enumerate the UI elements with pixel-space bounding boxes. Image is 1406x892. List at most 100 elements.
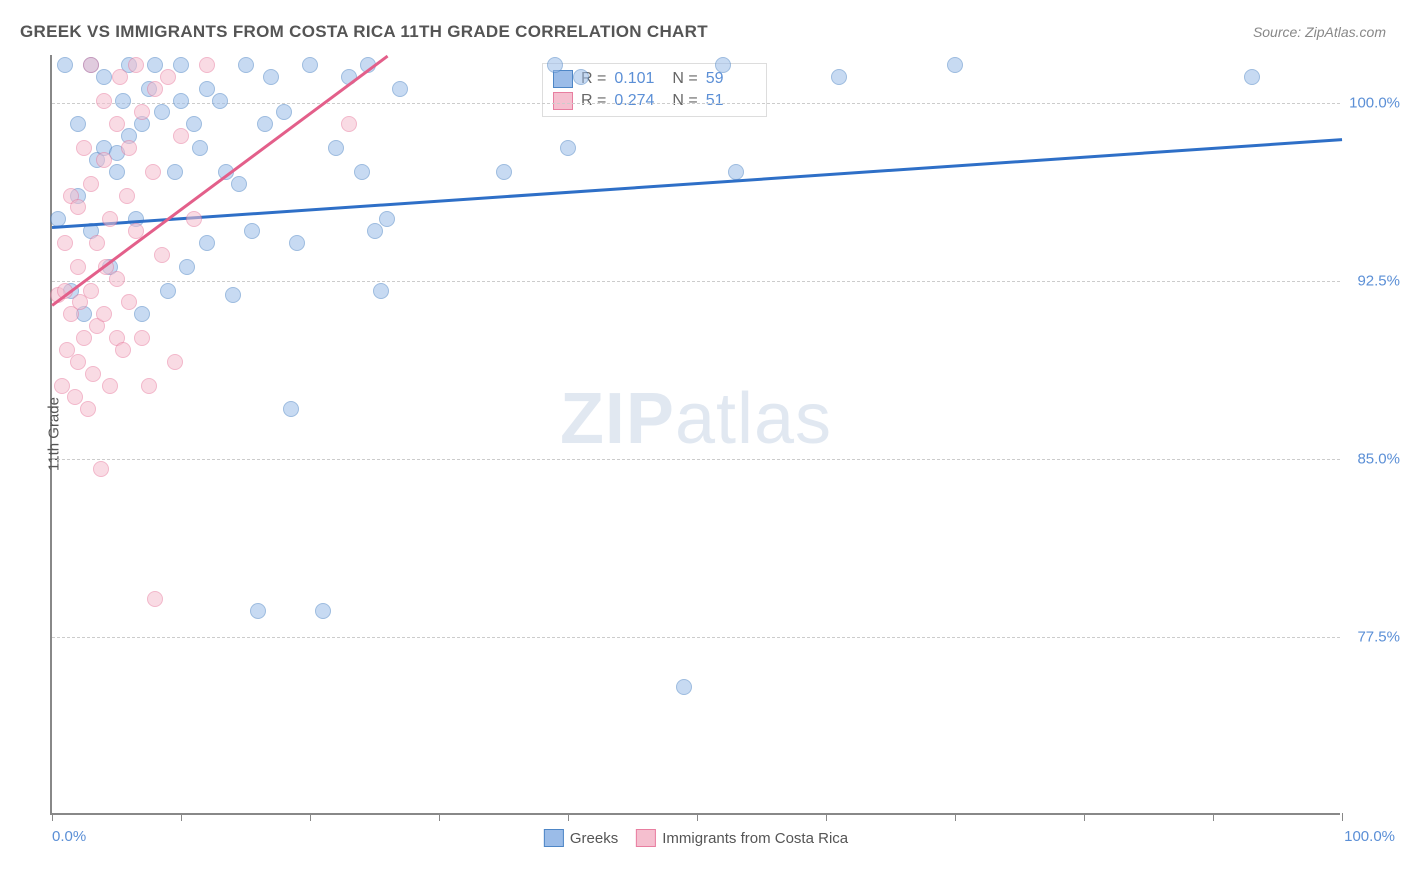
- legend-n-value: 59: [706, 70, 756, 88]
- data-point: [119, 188, 135, 204]
- legend-n-value: 51: [706, 92, 756, 110]
- data-point: [96, 69, 112, 85]
- data-point: [134, 306, 150, 322]
- chart-header: GREEK VS IMMIGRANTS FROM COSTA RICA 11TH…: [20, 22, 1386, 42]
- data-point: [289, 235, 305, 251]
- data-point: [244, 223, 260, 239]
- data-point: [560, 140, 576, 156]
- x-tick: [568, 813, 569, 821]
- series-legend: Greeks Immigrants from Costa Rica: [544, 829, 848, 847]
- legend-item: Immigrants from Costa Rica: [636, 829, 848, 847]
- data-point: [134, 330, 150, 346]
- data-point: [199, 57, 215, 73]
- x-tick: [1213, 813, 1214, 821]
- data-point: [392, 81, 408, 97]
- gridline: [52, 281, 1340, 282]
- x-tick: [955, 813, 956, 821]
- x-tick: [1084, 813, 1085, 821]
- data-point: [83, 283, 99, 299]
- data-point: [379, 211, 395, 227]
- y-axis-title: 11th Grade: [45, 397, 62, 471]
- data-point: [186, 211, 202, 227]
- data-point: [676, 679, 692, 695]
- data-point: [728, 164, 744, 180]
- data-point: [263, 69, 279, 85]
- data-point: [102, 378, 118, 394]
- y-tick-label: 100.0%: [1349, 94, 1400, 111]
- legend-swatch: [544, 829, 564, 847]
- data-point: [496, 164, 512, 180]
- data-point: [231, 176, 247, 192]
- legend-n-label: N =: [672, 70, 697, 88]
- data-point: [109, 164, 125, 180]
- data-point: [70, 259, 86, 275]
- legend-label: Greeks: [570, 830, 618, 847]
- data-point: [192, 140, 208, 156]
- x-axis-min-label: 0.0%: [52, 828, 86, 845]
- gridline: [52, 459, 1340, 460]
- data-point: [547, 57, 563, 73]
- y-tick-label: 92.5%: [1357, 272, 1400, 289]
- data-point: [147, 57, 163, 73]
- x-tick: [1342, 813, 1343, 821]
- legend-swatch: [636, 829, 656, 847]
- data-point: [93, 461, 109, 477]
- data-point: [250, 603, 266, 619]
- data-point: [67, 389, 83, 405]
- data-point: [341, 116, 357, 132]
- data-point: [186, 116, 202, 132]
- gridline: [52, 103, 1340, 104]
- data-point: [115, 342, 131, 358]
- data-point: [96, 306, 112, 322]
- data-point: [145, 164, 161, 180]
- watermark-light: atlas: [675, 379, 832, 459]
- data-point: [96, 152, 112, 168]
- data-point: [173, 57, 189, 73]
- x-tick: [826, 813, 827, 821]
- data-point: [257, 116, 273, 132]
- data-point: [160, 69, 176, 85]
- data-point: [76, 330, 92, 346]
- legend-label: Immigrants from Costa Rica: [662, 830, 848, 847]
- legend-item: Greeks: [544, 829, 618, 847]
- data-point: [109, 271, 125, 287]
- data-point: [238, 57, 254, 73]
- data-point: [96, 93, 112, 109]
- data-point: [128, 57, 144, 73]
- data-point: [167, 164, 183, 180]
- data-point: [276, 104, 292, 120]
- data-point: [573, 69, 589, 85]
- data-point: [70, 199, 86, 215]
- data-point: [367, 223, 383, 239]
- data-point: [76, 140, 92, 156]
- x-tick: [181, 813, 182, 821]
- data-point: [373, 283, 389, 299]
- data-point: [225, 287, 241, 303]
- data-point: [354, 164, 370, 180]
- x-tick: [310, 813, 311, 821]
- data-point: [147, 591, 163, 607]
- data-point: [85, 366, 101, 382]
- data-point: [302, 57, 318, 73]
- legend-n-label: N =: [672, 92, 697, 110]
- legend-r-value: 0.101: [614, 70, 664, 88]
- data-point: [57, 235, 73, 251]
- x-tick: [697, 813, 698, 821]
- data-point: [328, 140, 344, 156]
- legend-r-label: R =: [581, 92, 606, 110]
- data-point: [154, 247, 170, 263]
- data-point: [173, 93, 189, 109]
- watermark: ZIPatlas: [560, 378, 832, 460]
- chart-title: GREEK VS IMMIGRANTS FROM COSTA RICA 11TH…: [20, 22, 708, 42]
- watermark-bold: ZIP: [560, 379, 675, 459]
- x-axis-max-label: 100.0%: [1344, 828, 1395, 845]
- data-point: [54, 378, 70, 394]
- gridline: [52, 637, 1340, 638]
- source-attribution: Source: ZipAtlas.com: [1253, 24, 1386, 40]
- data-point: [112, 69, 128, 85]
- data-point: [80, 401, 96, 417]
- data-point: [154, 104, 170, 120]
- x-tick: [439, 813, 440, 821]
- y-tick-label: 77.5%: [1357, 628, 1400, 645]
- y-tick-label: 85.0%: [1357, 450, 1400, 467]
